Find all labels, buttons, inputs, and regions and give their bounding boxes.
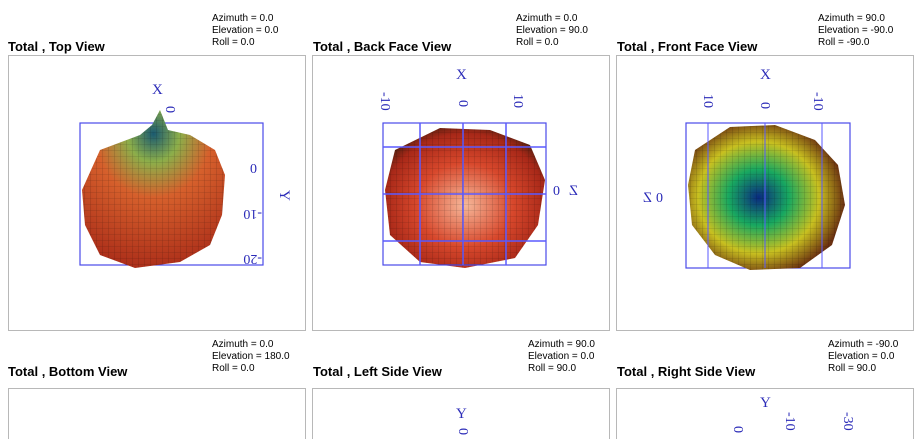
plot-right-side-view: Y 0 -10 -30 — [730, 395, 855, 433]
param: Elevation = 90.0 — [516, 25, 588, 36]
axis-label: Z — [569, 183, 578, 199]
surface-mesh — [688, 125, 845, 270]
param: Elevation = 0.0 — [212, 25, 279, 36]
param: Roll = 90.0 — [828, 363, 877, 374]
surface-mesh — [385, 128, 545, 268]
param: Elevation = 0.0 — [528, 351, 595, 362]
tick-label: -30 — [840, 412, 855, 431]
axis-label: X — [760, 67, 771, 83]
plot-area — [8, 388, 306, 439]
tick-label: 0 — [553, 184, 560, 199]
param: Elevation = 180.0 — [212, 351, 290, 362]
grid — [707, 123, 823, 268]
tick-label: 0 — [757, 102, 772, 109]
param: Azimuth = 90.0 — [818, 13, 885, 24]
param: Azimuth = 0.0 — [516, 13, 578, 24]
axis-label: X — [152, 82, 163, 98]
param: Roll = 0.0 — [516, 37, 559, 48]
param: Roll = 0.0 — [212, 37, 255, 48]
panel-title: Total , Bottom View — [8, 364, 128, 379]
tick-label: 10 — [510, 94, 525, 108]
tick-label: -20 — [243, 251, 262, 266]
axis-label: Y — [456, 406, 467, 422]
axis-label: Z — [643, 190, 652, 206]
param: Roll = 0.0 — [212, 363, 255, 374]
tick-label: 0 — [250, 162, 257, 177]
param: Azimuth = 0.0 — [212, 13, 274, 24]
plot-area — [616, 388, 914, 439]
tick-label: 0 — [656, 191, 663, 206]
param: Azimuth = -90.0 — [828, 339, 899, 350]
param: Roll = 90.0 — [528, 363, 577, 374]
param: Elevation = -90.0 — [818, 25, 894, 36]
param: Azimuth = 0.0 — [212, 339, 274, 350]
axis-label: Y — [276, 190, 292, 201]
plot-left-side-view: Y 0 — [455, 406, 470, 435]
panel-title: Total , Front Face View — [617, 39, 758, 54]
tick-label: 0 — [455, 428, 470, 435]
panel-title: Total , Top View — [8, 39, 106, 54]
param: Azimuth = 90.0 — [528, 339, 595, 350]
panel-title: Total , Left Side View — [313, 364, 443, 379]
panel-title: Total , Right Side View — [617, 364, 756, 379]
tick-label: -10 — [243, 206, 262, 221]
surface-mesh — [82, 110, 225, 268]
panel-title: Total , Back Face View — [313, 39, 452, 54]
axis-label: Y — [760, 395, 771, 411]
tick-label: 0 — [730, 426, 745, 433]
tick-label: -10 — [377, 92, 392, 111]
tick-label: -10 — [810, 92, 825, 111]
tick-label: -10 — [782, 412, 797, 431]
plot-front-face-view: X 10 0 -10 Z 0 — [643, 67, 851, 270]
tick-label: 10 — [700, 94, 715, 108]
tick-label: 0 — [162, 106, 177, 113]
grid — [383, 123, 546, 265]
tick-label: 0 — [455, 100, 470, 107]
plot-area — [312, 388, 610, 439]
plot-top-view: X 0 0 -10 -20 Y — [79, 82, 292, 268]
axis-label: X — [456, 67, 467, 83]
panel-header: Total , Top View Azimuth = 0.0 Elevation… — [8, 13, 899, 379]
axis-box — [79, 122, 264, 266]
plot-back-face-view: X -10 0 10 0 Z — [377, 67, 578, 268]
param: Elevation = 0.0 — [828, 351, 895, 362]
param: Roll = -90.0 — [818, 37, 870, 48]
